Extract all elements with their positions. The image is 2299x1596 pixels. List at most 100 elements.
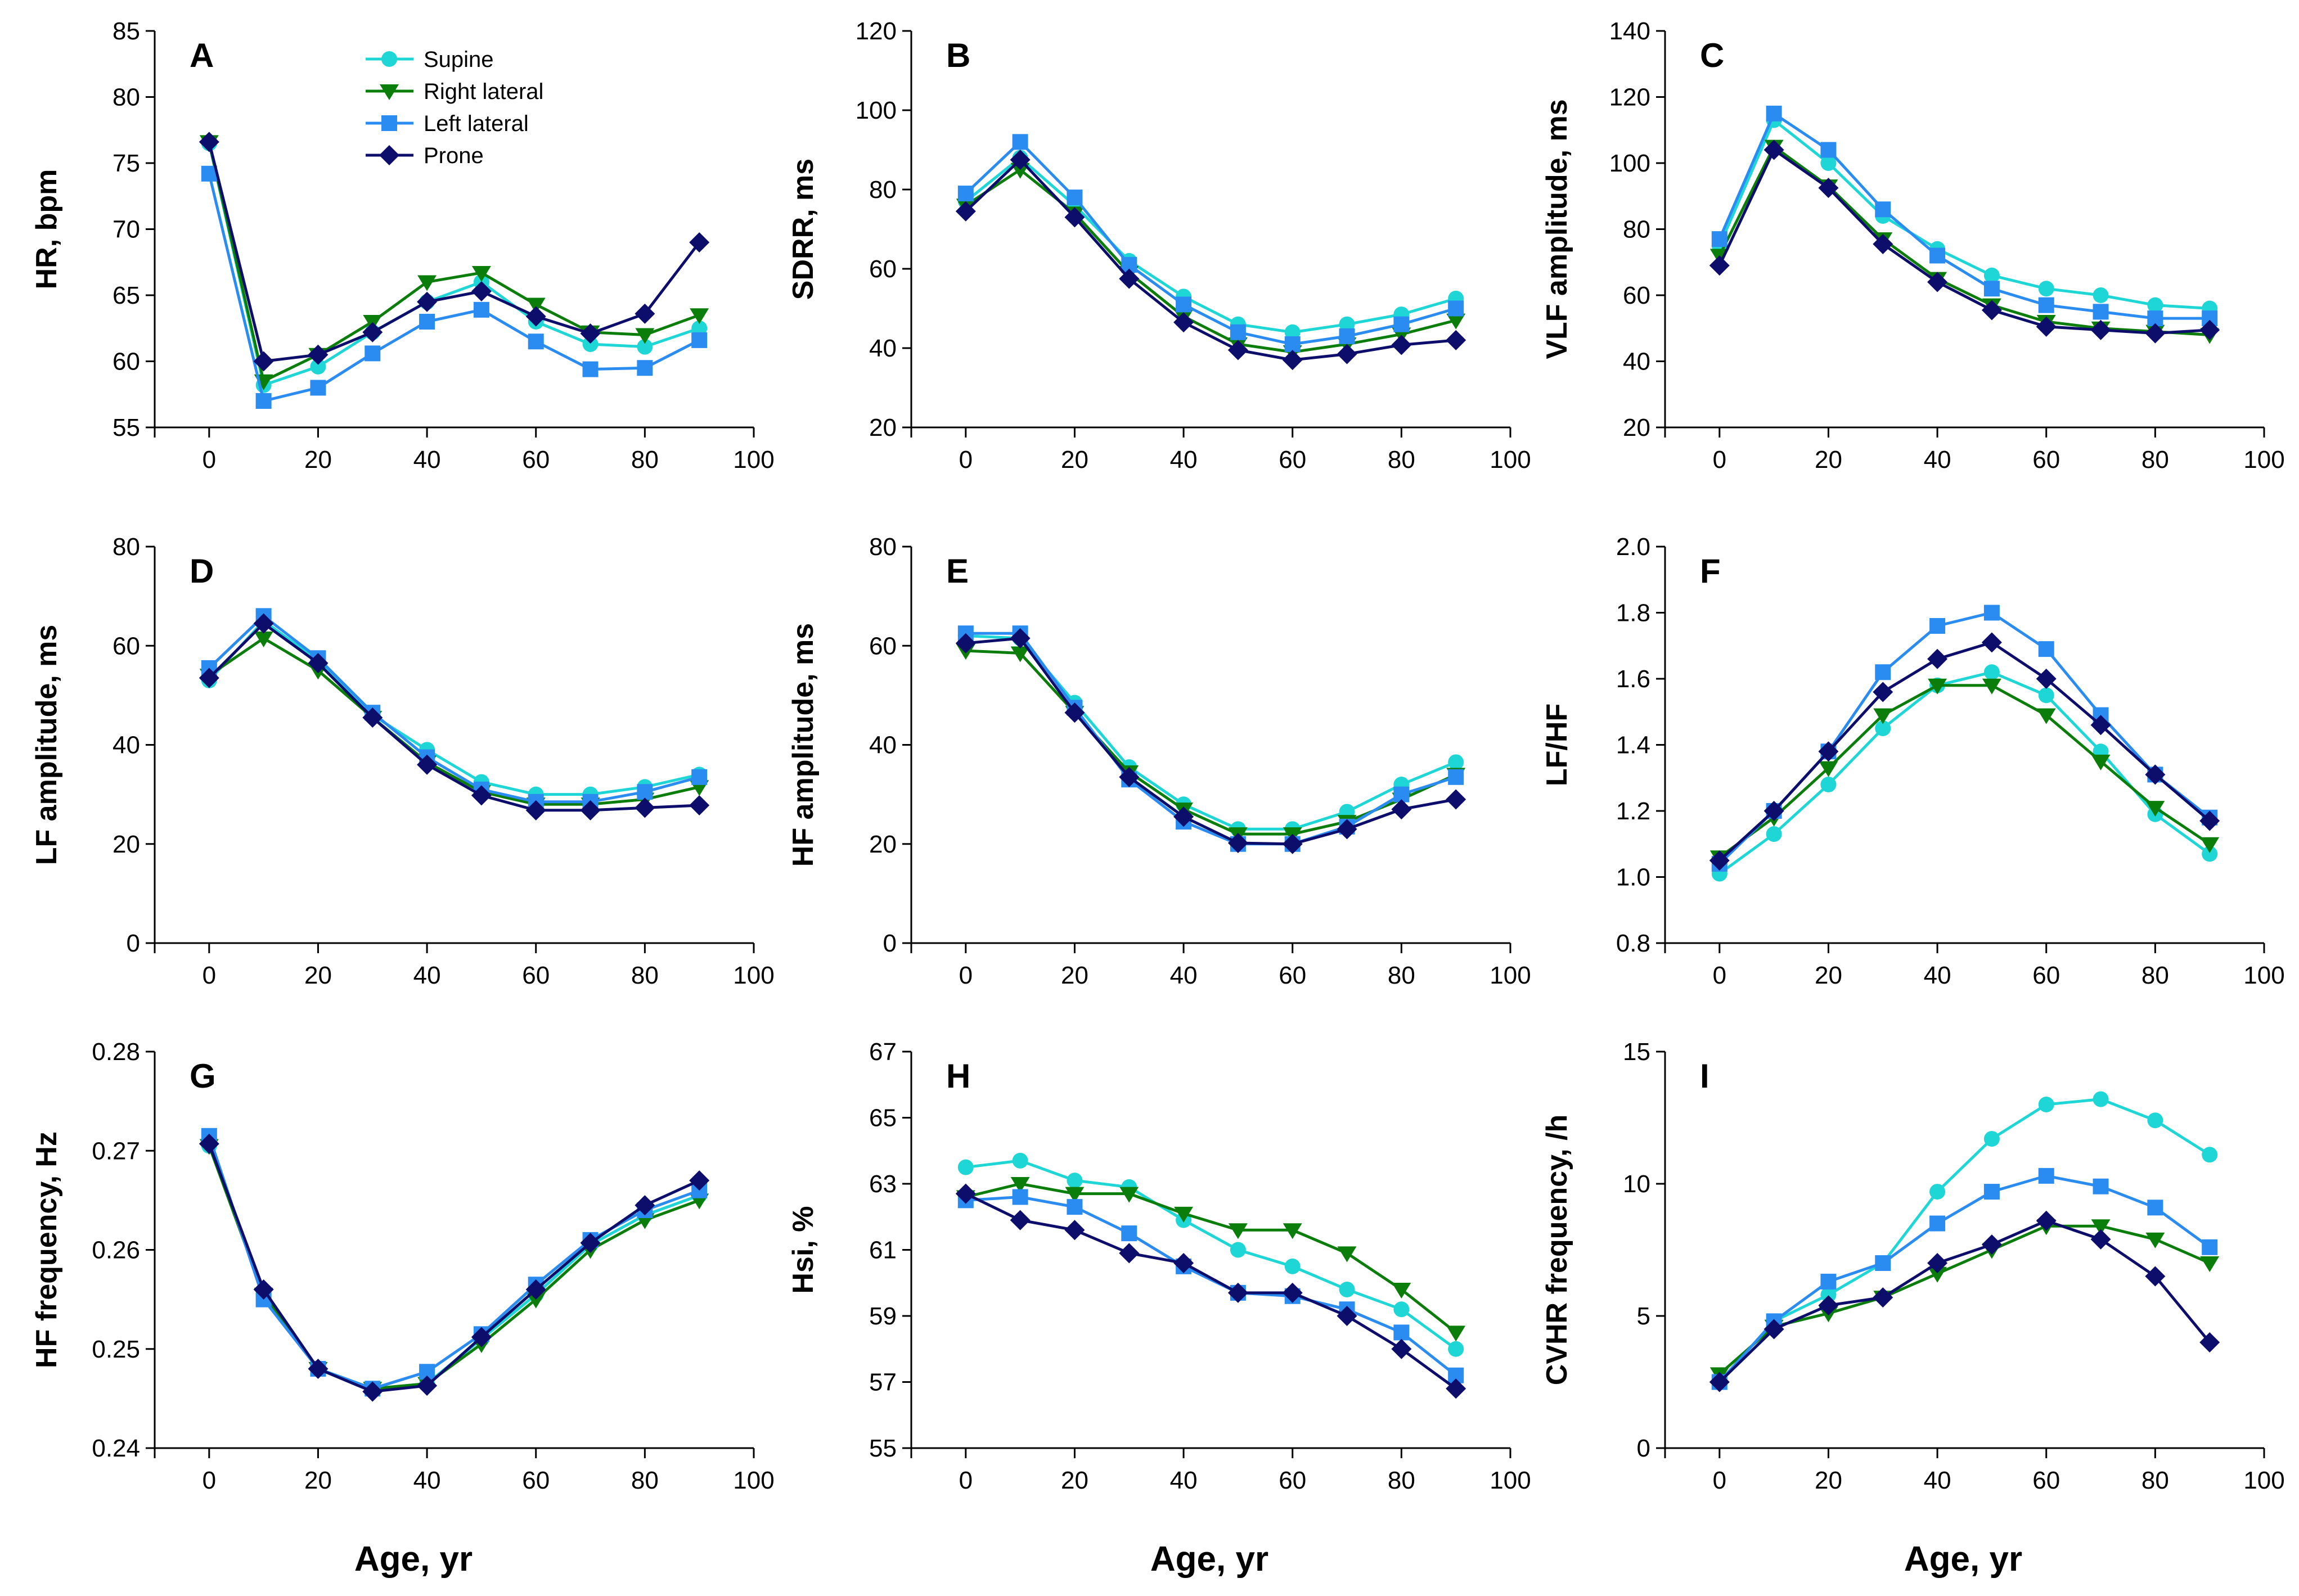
data-point-prone [1010, 1210, 1031, 1230]
series-right-lateral [199, 632, 709, 814]
data-point-right-lateral [2091, 1219, 2111, 1236]
y-tick-label: 0.26 [92, 1237, 140, 1264]
data-point-prone [1010, 150, 1031, 170]
x-tick-label: 40 [413, 446, 441, 474]
data-point-right-lateral [1446, 1326, 1466, 1342]
x-tick-label: 40 [1924, 446, 1951, 474]
y-tick-label: 1.6 [1616, 665, 1650, 693]
data-point-prone [308, 653, 329, 674]
panel-letter: A [190, 37, 214, 74]
data-point-prone [362, 1381, 383, 1402]
data-point-right-lateral [1010, 1177, 1030, 1193]
data-point-prone [1446, 330, 1466, 350]
y-tick-label: 10 [1623, 1170, 1650, 1198]
data-point-prone [2199, 1332, 2220, 1352]
data-point-prone [1981, 1234, 2002, 1255]
series-line-right-lateral [208, 637, 700, 806]
x-tick-label: 60 [2032, 1467, 2060, 1494]
x-tick-label: 60 [1279, 1467, 1306, 1494]
data-point-left-lateral [1929, 618, 1946, 634]
data-point-prone [1282, 350, 1303, 371]
data-point-prone [1064, 1220, 1085, 1241]
data-point-prone [2090, 715, 2111, 736]
x-tick-label: 60 [2032, 962, 2060, 989]
series-line-left-lateral [208, 173, 700, 403]
data-point-right-lateral [1337, 1246, 1357, 1263]
panel-letter: F [1700, 552, 1721, 590]
data-point-right-lateral [1819, 761, 1838, 777]
y-tick-label: 85 [113, 17, 140, 45]
panel-b: 20 40 60 80 100 120 0 20 40 60 80 100 SDRR, ms B [787, 17, 1531, 474]
data-point-right-lateral [1982, 678, 2001, 695]
series-prone [199, 132, 710, 372]
data-point-supine [1820, 155, 1837, 171]
y-tick-label: 120 [1609, 84, 1650, 111]
data-point-prone [253, 351, 274, 372]
data-point-prone [1173, 312, 1194, 333]
x-tick-label: 80 [2141, 446, 2169, 474]
y-tick-label: 55 [869, 1435, 897, 1462]
series-line-supine [1718, 118, 2210, 310]
data-point-prone [1446, 1378, 1466, 1399]
y-tick-label: 60 [869, 255, 897, 283]
data-point-supine [691, 320, 708, 336]
data-point-left-lateral [1929, 1215, 1946, 1232]
legend-item: Right lateral [366, 79, 543, 104]
series-line-prone [965, 157, 1456, 362]
panel-g: 0.24 0.25 0.26 0.27 0.28 0 20 40 60 80 100 HF frequ… [30, 1038, 775, 1494]
data-point-prone [580, 323, 601, 344]
data-point-left-lateral [1012, 1189, 1028, 1205]
x-tick-label: 80 [1388, 446, 1415, 474]
panel-h: 55 57 59 61 63 65 67 0 20 40 60 80 100 Hsi, % H [787, 1038, 1531, 1494]
x-tick-label: 0 [1713, 446, 1726, 474]
y-tick-label: 40 [113, 732, 140, 759]
x-tick-label: 80 [1388, 1467, 1415, 1494]
data-point-supine [2038, 1097, 2054, 1112]
data-point-left-lateral [1339, 328, 1355, 344]
data-point-left-lateral [1448, 769, 1464, 785]
x-tick-label: 0 [1713, 1467, 1726, 1494]
data-point-supine [2202, 846, 2218, 862]
data-point-prone [1119, 268, 1140, 289]
data-point-supine [1820, 777, 1837, 792]
data-point-prone [1709, 1372, 1730, 1392]
data-point-prone [1173, 806, 1194, 827]
y-axis-title: HF frequency, Hz [30, 1131, 63, 1368]
data-point-prone [1173, 1253, 1194, 1273]
data-point-right-lateral [1928, 1266, 1947, 1283]
x-tick-label: 100 [2243, 1467, 2284, 1494]
data-point-prone [2145, 764, 2166, 785]
data-point-supine [1766, 826, 1782, 842]
data-point-left-lateral [1820, 1273, 1837, 1290]
series-left-lateral [957, 134, 1464, 352]
data-point-supine [1393, 1301, 1410, 1318]
data-point-right-lateral [2145, 801, 2165, 817]
y-tick-label: 40 [869, 732, 897, 759]
data-point-prone [362, 707, 383, 728]
data-point-prone [471, 281, 492, 301]
x-tick-label: 0 [959, 1467, 973, 1494]
data-point-prone [308, 344, 329, 365]
y-tick-label: 0 [1637, 1435, 1650, 1462]
x-tick-label: 60 [2032, 446, 2060, 474]
data-point-prone [1818, 1295, 1839, 1316]
panel-letter: G [190, 1057, 216, 1095]
data-point-prone [417, 1375, 438, 1396]
legend-label: Prone [424, 143, 484, 168]
series-right-lateral [956, 163, 1466, 362]
legend-label: Supine [424, 47, 494, 72]
panel-letter: B [946, 37, 970, 74]
data-point-prone [1064, 702, 1085, 723]
data-point-left-lateral [2038, 641, 2054, 657]
x-tick-label: 0 [1713, 962, 1726, 989]
y-tick-label: 61 [869, 1237, 897, 1264]
x-tick-label: 20 [1815, 446, 1842, 474]
series-line-prone [208, 141, 701, 363]
data-point-left-lateral [1875, 664, 1891, 680]
series-line-prone [1718, 147, 2210, 335]
series-prone [199, 1133, 710, 1402]
legend-marker [379, 145, 399, 165]
data-point-prone [417, 754, 438, 775]
data-point-prone [1763, 1319, 1784, 1340]
y-tick-label: 80 [113, 84, 140, 111]
